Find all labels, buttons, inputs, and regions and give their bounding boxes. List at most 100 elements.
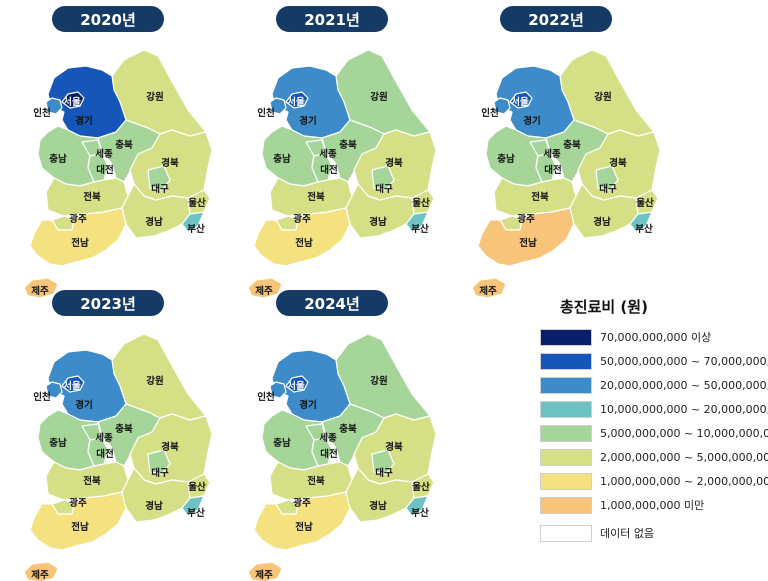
region-label-gangwon: 강원 [370, 376, 388, 387]
region-label-gangwon: 강원 [146, 92, 164, 103]
region-label-busan: 부산 [411, 508, 429, 519]
region-label-jeonbuk: 전북 [83, 192, 101, 203]
region-label-ulsan: 울산 [188, 482, 206, 493]
korea-map [247, 333, 437, 581]
region-label-gangwon: 강원 [146, 376, 164, 387]
region-incheon [269, 381, 287, 399]
legend-item: 50,000,000,000 ~ 70,000,000,000 [540, 352, 768, 370]
region-label-gwangju: 광주 [69, 498, 87, 509]
region-seoul [285, 375, 309, 393]
region-label-chungbuk: 충북 [563, 140, 581, 151]
region-label-jeju: 제주 [255, 286, 273, 297]
region-seoul [61, 375, 85, 393]
legend-label: 50,000,000,000 ~ 70,000,000,000 [600, 354, 768, 368]
region-label-ulsan: 울산 [412, 198, 430, 209]
region-label-jeju: 제주 [255, 570, 273, 581]
region-label-daejeon: 대전 [320, 165, 338, 176]
region-label-gyeongbuk: 경북 [385, 158, 403, 169]
year-title: 2022년 [500, 6, 612, 32]
legend-swatch [540, 424, 592, 442]
region-label-gyeongnam: 경남 [369, 217, 387, 228]
region-label-gyeongbuk: 경북 [609, 158, 627, 169]
region-label-sejong: 세종 [319, 149, 337, 160]
region-incheon [45, 381, 63, 399]
legend-label: 데이터 없음 [600, 527, 655, 540]
region-label-ulsan: 울산 [188, 198, 206, 209]
legend-swatch [540, 472, 592, 490]
region-label-chungbuk: 충북 [339, 140, 357, 151]
region-label-incheon: 인천 [257, 108, 275, 119]
region-label-daegu: 대구 [151, 184, 169, 195]
region-incheon [493, 97, 511, 115]
region-label-daegu: 대구 [599, 184, 617, 195]
map-panel-2: 2022년 서울 인천 경기 강원 충북 충남 세종 대전 경북 대구 전북 광주 전남 경남 울산 부산 제주 [468, 6, 692, 299]
region-label-daejeon: 대전 [96, 449, 114, 460]
region-label-daegu: 대구 [375, 468, 393, 479]
region-label-chungbuk: 충북 [115, 140, 133, 151]
region-label-seoul: 서울 [511, 97, 529, 108]
legend-swatch [540, 328, 592, 346]
region-label-gyeonggi: 경기 [75, 116, 93, 127]
region-label-ulsan: 울산 [412, 482, 430, 493]
region-label-gyeongnam: 경남 [145, 217, 163, 228]
region-seoul [509, 91, 533, 109]
region-label-incheon: 인천 [33, 392, 51, 403]
region-incheon [269, 97, 287, 115]
year-title: 2020년 [52, 6, 164, 32]
region-label-seoul: 서울 [287, 97, 305, 108]
korea-map [23, 333, 213, 581]
region-busan [405, 495, 429, 517]
region-label-gyeonggi: 경기 [75, 400, 93, 411]
region-label-daegu: 대구 [375, 184, 393, 195]
year-title: 2021년 [276, 6, 388, 32]
region-jeonbuk [45, 177, 129, 217]
legend-item: 70,000,000,000 이상 [540, 328, 711, 346]
legend-swatch [540, 376, 592, 394]
region-label-sejong: 세종 [95, 149, 113, 160]
region-label-jeonbuk: 전북 [83, 476, 101, 487]
region-label-jeonnam: 전남 [71, 238, 89, 249]
region-label-seoul: 서울 [287, 381, 305, 392]
legend-item: 1,000,000,000 미만 [540, 496, 704, 514]
region-label-chungnam: 충남 [273, 154, 291, 165]
region-label-daejeon: 대전 [544, 165, 562, 176]
region-label-gyeongnam: 경남 [369, 501, 387, 512]
region-daegu [371, 449, 395, 475]
region-daegu [371, 165, 395, 191]
region-label-busan: 부산 [635, 224, 653, 235]
map-panel-1: 2021년 서울 인천 경기 강원 충북 충남 세종 대전 경북 대구 전북 광주 전남 경남 울산 부산 제주 [244, 6, 468, 299]
region-label-jeonbuk: 전북 [531, 192, 549, 203]
region-label-gyeongbuk: 경북 [385, 442, 403, 453]
region-label-gwangju: 광주 [293, 214, 311, 225]
legend-label: 1,000,000,000 미만 [600, 499, 705, 512]
region-label-gangwon: 강원 [370, 92, 388, 103]
legend-swatch [540, 448, 592, 466]
region-label-gyeonggi: 경기 [523, 116, 541, 127]
region-label-gyeonggi: 경기 [299, 400, 317, 411]
legend-label: 5,000,000,000 ~ 10,000,000,000 [600, 426, 768, 440]
region-ulsan [187, 189, 211, 215]
region-busan [405, 211, 429, 233]
region-ulsan [635, 189, 659, 215]
legend-label: 10,000,000,000 ~ 20,000,000,000 [600, 402, 768, 416]
region-daegu [147, 449, 171, 475]
legend-swatch [540, 496, 592, 514]
map-panel-0: 2020년 서울 인천 경기 강원 충북 충남 세종 대전 경북 대구 전북 광주 전남 경남 울산 부산 제주 [20, 6, 244, 299]
region-incheon [45, 97, 63, 115]
legend-item: 1,000,000,000 ~ 2,000,000,000 [540, 472, 768, 490]
legend-label: 70,000,000,000 이상 [600, 331, 712, 344]
region-label-seoul: 서울 [63, 97, 81, 108]
region-label-jeju: 제주 [479, 286, 497, 297]
region-label-jeonbuk: 전북 [307, 476, 325, 487]
legend-swatch [540, 352, 592, 370]
region-label-jeju: 제주 [31, 570, 49, 581]
region-label-jeonnam: 전남 [295, 522, 313, 533]
region-label-jeju: 제주 [31, 286, 49, 297]
region-label-chungbuk: 충북 [339, 424, 357, 435]
legend-label: 20,000,000,000 ~ 50,000,000,000 [600, 378, 768, 392]
korea-map [23, 49, 213, 299]
region-ulsan [411, 473, 435, 499]
region-label-gyeongbuk: 경북 [161, 158, 179, 169]
region-label-daejeon: 대전 [320, 449, 338, 460]
region-label-gwangju: 광주 [517, 214, 535, 225]
